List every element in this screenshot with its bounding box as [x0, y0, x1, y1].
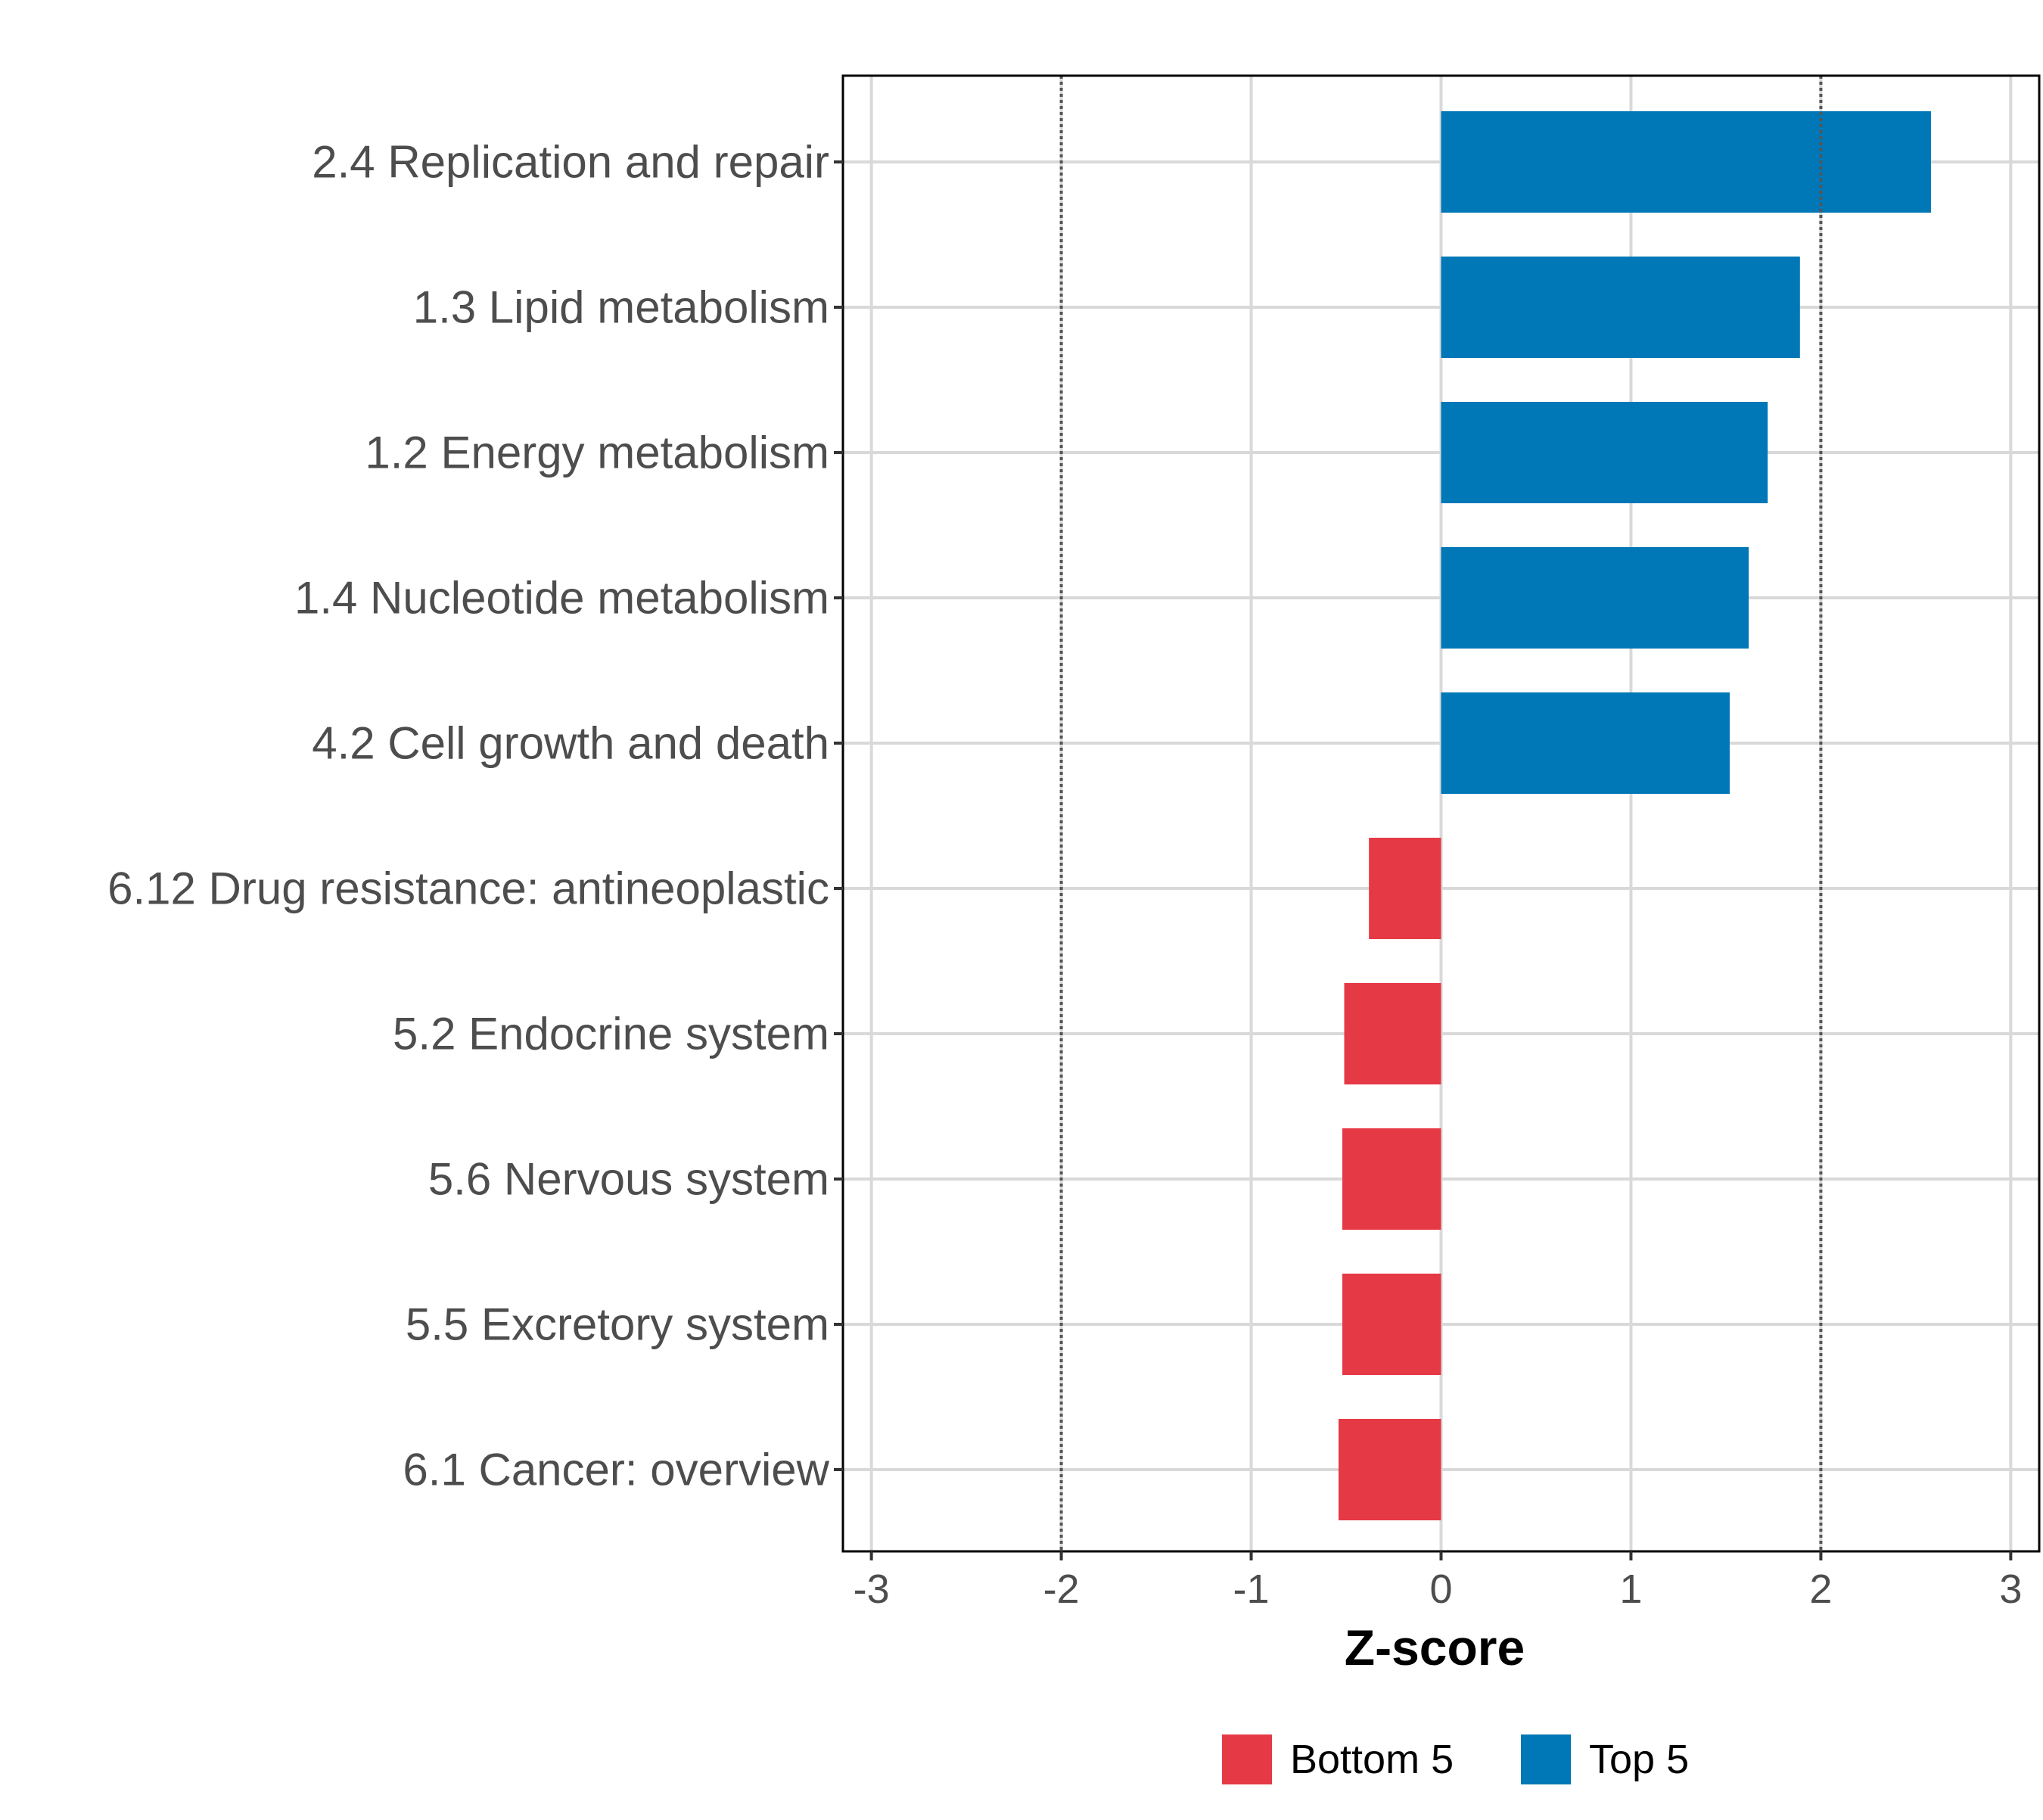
legend-label: Bottom 5 [1290, 1737, 1454, 1782]
bar [1441, 257, 1800, 358]
legend-key [1222, 1734, 1272, 1784]
x-tick-label: 1 [1619, 1566, 1642, 1612]
bar [1441, 402, 1768, 503]
bar [1369, 838, 1441, 939]
legend-label: Top 5 [1589, 1737, 1689, 1782]
x-tick-label: -3 [854, 1566, 890, 1612]
legend: Bottom 5 Top 5 [1222, 1734, 1689, 1784]
x-tick-label: 3 [1999, 1566, 2022, 1612]
bar [1344, 983, 1441, 1084]
bar [1342, 1274, 1441, 1375]
bar [1338, 1419, 1441, 1520]
reference-lines [1059, 76, 1823, 1551]
category-label: 5.5 Excretory system [406, 1299, 829, 1350]
bar-layer [1338, 111, 1931, 1520]
bar [1441, 111, 1931, 213]
category-label: 1.2 Energy metabolism [365, 428, 829, 478]
category-label: 5.6 Nervous system [428, 1154, 829, 1205]
category-label: 5.2 Endocrine system [393, 1009, 829, 1059]
category-label: 2.4 Replication and repair [312, 137, 829, 188]
category-label: 4.2 Cell growth and death [312, 718, 829, 769]
x-tick-label: -1 [1233, 1566, 1270, 1612]
x-tick-label: 2 [1809, 1566, 1832, 1612]
x-tick-label: -2 [1043, 1566, 1080, 1612]
category-label: 1.4 Nucleotide metabolism [294, 573, 829, 624]
x-tick-label: 0 [1429, 1566, 1452, 1612]
x-axis-title: Z-score [1345, 1619, 1525, 1675]
legend-key [1521, 1734, 1571, 1784]
bar [1441, 692, 1730, 794]
bar [1441, 547, 1749, 649]
category-label: 6.12 Drug resistance: antineoplastic [107, 863, 829, 914]
category-label: 1.3 Lipid metabolism [413, 282, 829, 333]
category-label: 6.1 Cancer: overview [403, 1445, 829, 1495]
axis-layer: 2.4 Replication and repair 1.3 Lipid meta… [107, 137, 2022, 1613]
bar [1342, 1128, 1441, 1230]
